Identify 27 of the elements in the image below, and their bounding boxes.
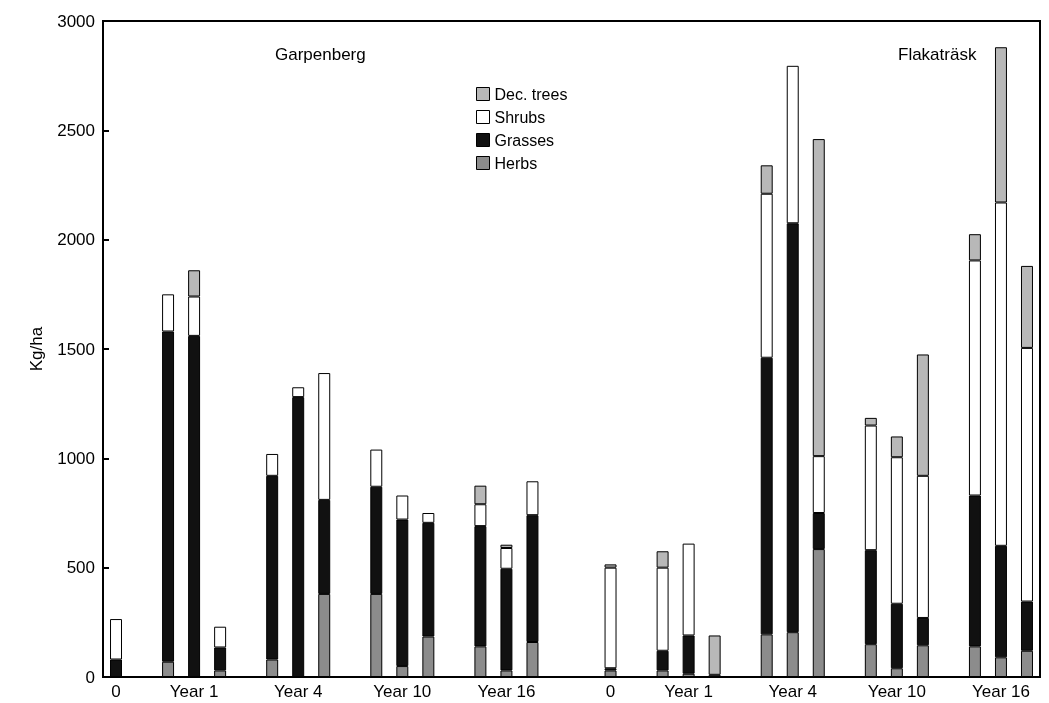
y-tick-label: 0 — [85, 667, 95, 687]
x-tick-label: 0 — [111, 682, 121, 701]
x-tick-label: Year 10 — [373, 682, 432, 701]
y-tick-label: 1000 — [57, 448, 95, 468]
bar — [708, 635, 721, 675]
annotation: Flakaträsk — [898, 45, 977, 64]
x-tick-label: Year 10 — [867, 682, 926, 701]
legend-label: Grasses — [494, 131, 555, 149]
x-tick-label: Year 4 — [273, 682, 323, 701]
annotation: Garpenberg — [275, 45, 366, 64]
x-tick-label: Year 1 — [169, 682, 219, 701]
y-tick-label: 2000 — [57, 230, 95, 250]
y-tick-label: 500 — [66, 558, 95, 578]
x-tick-label: Year 1 — [664, 682, 713, 701]
legend-label: Herbs — [494, 154, 538, 172]
y-tick-label: 1500 — [57, 339, 95, 359]
y-tick-label: 3000 — [57, 11, 95, 31]
x-tick-label: Year 16 — [477, 682, 536, 701]
y-axis-title: Kg/ha — [27, 326, 46, 372]
x-tick-label: Year 4 — [768, 682, 817, 701]
bar — [604, 567, 617, 669]
x-tick-label: 0 — [605, 682, 616, 701]
bar — [604, 670, 617, 677]
legend-label: Dec. trees — [494, 85, 568, 103]
legend-label: Shrubs — [494, 108, 546, 126]
y-tick-label: 2500 — [57, 120, 95, 140]
x-tick-label: Year 16 — [971, 682, 1030, 701]
